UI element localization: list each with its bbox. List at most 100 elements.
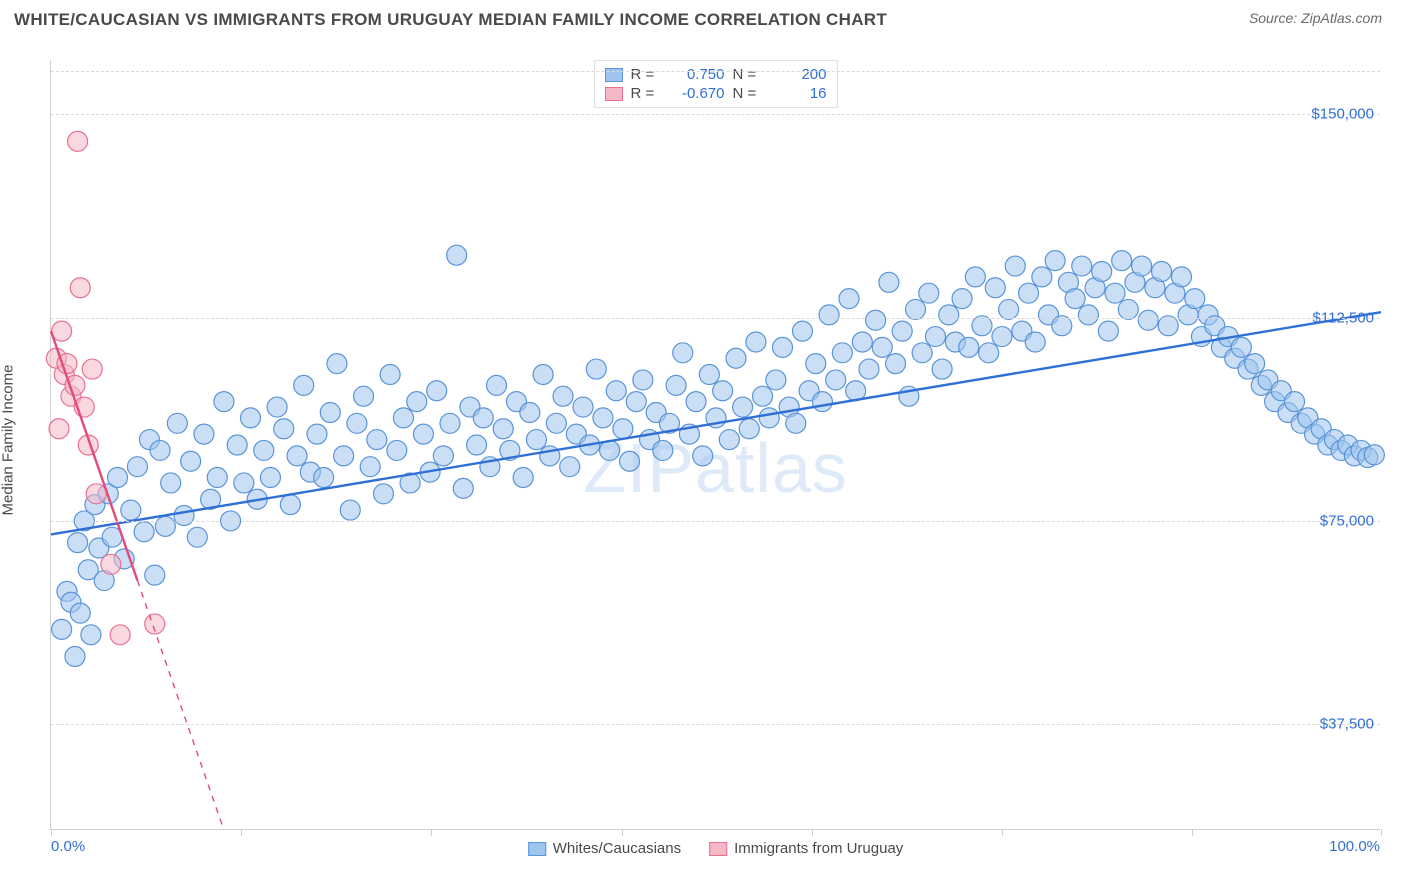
data-point (433, 446, 453, 466)
x-tick (1381, 829, 1382, 836)
data-point (1052, 316, 1072, 336)
data-point (666, 375, 686, 395)
data-point (334, 446, 354, 466)
data-point (919, 283, 939, 303)
y-tick-label: $37,500 (1320, 716, 1374, 733)
data-point (513, 468, 533, 488)
data-point (832, 343, 852, 363)
source-label: Source: ZipAtlas.com (1249, 10, 1382, 26)
data-point (693, 446, 713, 466)
data-point (713, 381, 733, 401)
data-point (65, 646, 85, 666)
series-legend: Whites/Caucasians Immigrants from Urugua… (528, 840, 904, 857)
data-point (1245, 354, 1265, 374)
y-tick-label: $112,500 (1313, 309, 1374, 326)
data-point (1032, 267, 1052, 287)
data-point (1092, 261, 1112, 281)
data-point (134, 522, 154, 542)
data-point (1019, 283, 1039, 303)
gridline (51, 114, 1380, 115)
data-point (872, 337, 892, 357)
trend-line-dashed (137, 581, 223, 830)
data-point (70, 278, 90, 298)
data-point (81, 625, 101, 645)
data-point (121, 500, 141, 520)
y-tick-label: $150,000 (1311, 106, 1374, 123)
data-point (773, 337, 793, 357)
data-point (1132, 256, 1152, 276)
data-point (82, 359, 102, 379)
data-point (1065, 289, 1085, 309)
data-point (686, 392, 706, 412)
data-point (886, 354, 906, 374)
x-tick (241, 829, 242, 836)
x-tick (1002, 829, 1003, 836)
data-point (906, 299, 926, 319)
data-point (150, 440, 170, 460)
data-point (972, 316, 992, 336)
legend-swatch-bottom-1 (528, 842, 546, 856)
data-point (101, 554, 121, 574)
chart-header: WHITE/CAUCASIAN VS IMMIGRANTS FROM URUGU… (0, 0, 1406, 34)
data-point (633, 370, 653, 390)
data-point (726, 348, 746, 368)
data-point (739, 419, 759, 439)
data-point (733, 397, 753, 417)
data-point (287, 446, 307, 466)
chart-svg (51, 60, 1381, 830)
data-point (380, 365, 400, 385)
plot-area: ZIPatlas R = 0.750 N = 200 R = -0.670 N … (50, 60, 1380, 830)
data-point (753, 386, 773, 406)
data-point (161, 473, 181, 493)
data-point (187, 527, 207, 547)
x-tick (1192, 829, 1193, 836)
data-point (892, 321, 912, 341)
data-point (586, 359, 606, 379)
legend-row-series-2: R = -0.670 N = 16 (605, 84, 827, 103)
data-point (746, 332, 766, 352)
legend-row-series-1: R = 0.750 N = 200 (605, 65, 827, 84)
data-point (110, 625, 130, 645)
data-point (1112, 251, 1132, 271)
x-tick (431, 829, 432, 836)
data-point (347, 413, 367, 433)
data-point (493, 419, 513, 439)
data-point (280, 495, 300, 515)
legend-r-label: R = (631, 85, 659, 102)
data-point (194, 424, 214, 444)
data-point (487, 375, 507, 395)
data-point (473, 408, 493, 428)
chart-container: Median Family Income ZIPatlas R = 0.750 … (14, 40, 1392, 840)
data-point (1285, 392, 1305, 412)
legend-r-value-2: -0.670 (667, 85, 725, 102)
data-point (413, 424, 433, 444)
data-point (839, 289, 859, 309)
data-point (819, 305, 839, 325)
chart-title: WHITE/CAUCASIAN VS IMMIGRANTS FROM URUGU… (14, 10, 887, 30)
data-point (1364, 445, 1384, 465)
data-point (932, 359, 952, 379)
data-point (859, 359, 879, 379)
data-point (214, 392, 234, 412)
data-point (267, 397, 287, 417)
x-label-right: 100.0% (1329, 838, 1380, 855)
legend-n-value-2: 16 (769, 85, 827, 102)
data-point (86, 484, 106, 504)
x-tick (622, 829, 623, 836)
data-point (1105, 283, 1125, 303)
data-point (145, 565, 165, 585)
data-point (553, 386, 573, 406)
data-point (1172, 267, 1192, 287)
data-point (1098, 321, 1118, 341)
data-point (1118, 299, 1138, 319)
legend-swatch-1 (605, 68, 623, 82)
data-point (1025, 332, 1045, 352)
data-point (307, 424, 327, 444)
data-point (49, 419, 69, 439)
data-point (985, 278, 1005, 298)
data-point (1045, 251, 1065, 271)
data-point (367, 430, 387, 450)
data-point (673, 343, 693, 363)
data-point (155, 516, 175, 536)
legend-swatch-bottom-2 (709, 842, 727, 856)
